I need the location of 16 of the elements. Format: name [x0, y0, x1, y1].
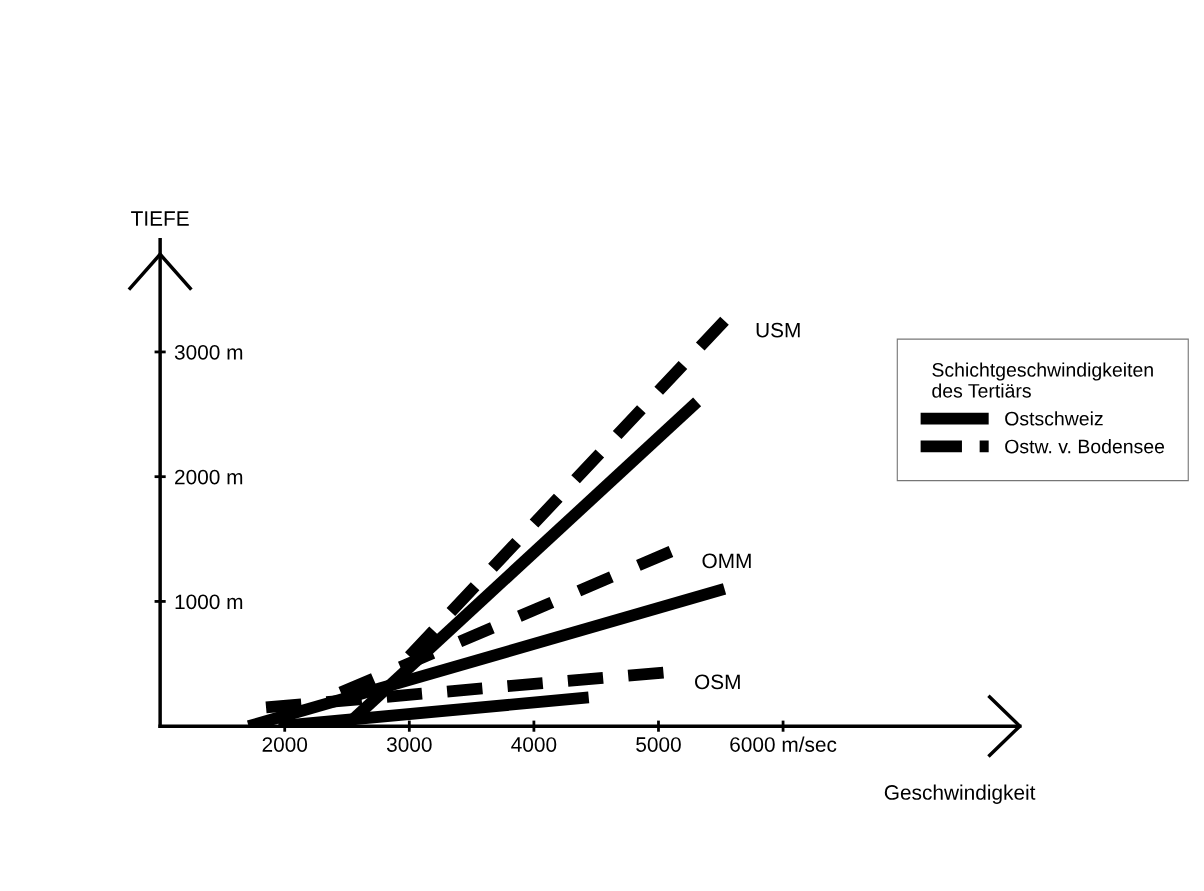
- annotation: OMM: [702, 553, 751, 569]
- x-tick-label: 3000: [386, 737, 432, 752]
- x-axis-title: Geschwindigkeit: [884, 784, 1036, 804]
- x-tick-label: 5000: [636, 737, 681, 752]
- x-tick-label: 4000: [511, 737, 557, 752]
- legend-label: Ostw. v. Bodensee: [1005, 439, 1165, 454]
- legend-label: Ostschweiz: [1005, 411, 1103, 426]
- legend-title: Schichtgeschwindigkeiten des Tertiärs: [932, 362, 1153, 398]
- y-tick-label: 3000 m: [174, 344, 243, 360]
- y-tick-label: 1000 m: [175, 594, 243, 610]
- x-tick-label: 6000 m/sec: [730, 736, 837, 752]
- x-tick-label: 2000: [262, 737, 308, 752]
- y-axis-title: TIEFE: [131, 211, 189, 226]
- annotation: USM: [756, 322, 800, 338]
- y-tick-label: 2000 m: [175, 469, 243, 485]
- annotation: OSM: [695, 674, 740, 690]
